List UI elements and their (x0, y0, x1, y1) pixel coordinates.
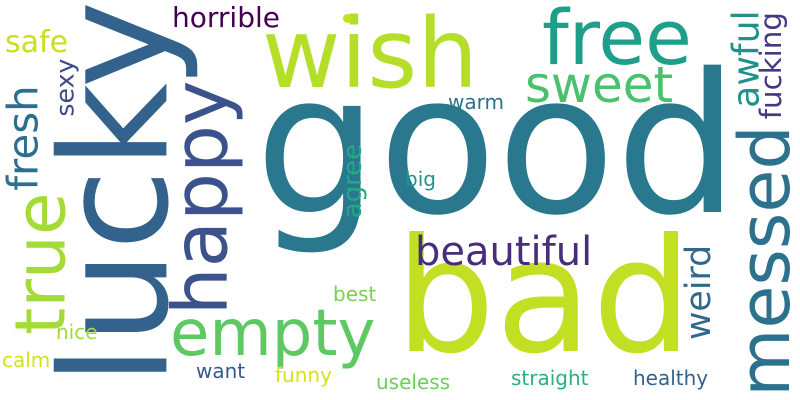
word-calm: calm (2, 348, 51, 372)
word-messed: messed (723, 125, 800, 397)
word-wish: wish (262, 0, 479, 110)
word-weird: weird (678, 244, 719, 341)
word-happy: happy (156, 79, 245, 315)
word-sweet: sweet (525, 56, 674, 114)
word-empty: empty (170, 297, 376, 371)
word-safe: safe (5, 25, 69, 60)
word-beautiful: beautiful (415, 229, 593, 275)
word-bad: bad (395, 205, 693, 389)
word-fresh: fresh (0, 84, 48, 191)
word-straight: straight (511, 366, 589, 390)
word-horrible: horrible (172, 1, 280, 34)
word-free: free (542, 0, 692, 82)
word-funny: funny (275, 363, 332, 387)
word-best: best (333, 282, 377, 306)
word-agree: agree (338, 143, 369, 218)
word-want: want (196, 359, 246, 383)
word-fucking: fucking (753, 12, 788, 120)
word-big: big (405, 167, 436, 191)
word-sexy: sexy (50, 58, 80, 117)
word-healthy: healthy (633, 366, 709, 390)
word-warm: warm (448, 90, 504, 114)
word-nice: nice (56, 320, 98, 344)
word-good: good (255, 32, 739, 258)
word-true: true (1, 192, 82, 335)
dot-mark (343, 14, 352, 23)
word-useless: useless (376, 370, 451, 394)
